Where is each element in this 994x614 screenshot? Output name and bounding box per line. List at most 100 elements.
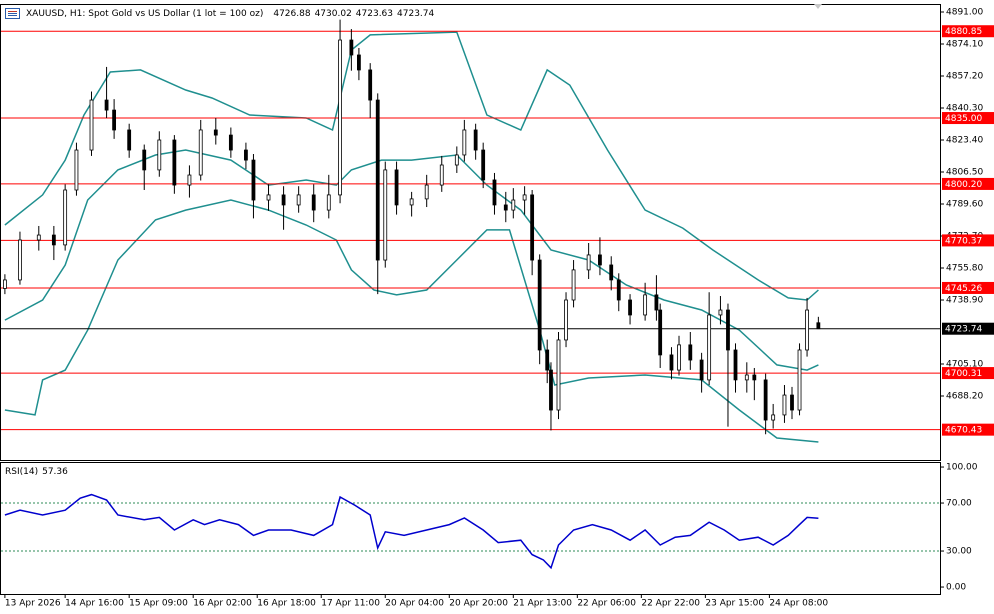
candle-body — [805, 309, 809, 351]
candle-body — [677, 344, 681, 371]
candle-body — [771, 414, 776, 421]
candle-body — [530, 194, 535, 261]
y-tick-label: 4840.30 — [946, 104, 983, 114]
candle-body — [74, 149, 79, 191]
level-label-box — [942, 25, 994, 38]
level-label: 4670.43 — [945, 426, 982, 436]
bollinger-band — [4, 31, 819, 301]
candle-body — [503, 204, 508, 211]
candle-body — [556, 339, 561, 411]
candle-body — [586, 254, 591, 271]
candle-body — [439, 164, 444, 186]
candle-body — [816, 322, 821, 330]
price-pane-frame — [0, 4, 941, 461]
x-tick-label: 17 Apr 11:00 — [321, 599, 380, 609]
candle-body — [251, 159, 256, 201]
candle-body — [473, 129, 478, 151]
candle-body — [545, 349, 550, 371]
candle-body — [752, 374, 757, 381]
level-label: 4835.00 — [945, 114, 982, 124]
y-tick-label: 4857.20 — [946, 72, 983, 82]
level-label-box — [942, 367, 994, 380]
bollinger-band — [4, 199, 819, 443]
candle-body — [454, 154, 459, 166]
candle-body — [598, 254, 602, 266]
candle-body — [375, 99, 380, 261]
level-label: 4880.85 — [945, 27, 982, 37]
candle-body — [296, 194, 301, 206]
candle-body — [266, 194, 271, 201]
y-tick-label: 4891.00 — [946, 8, 983, 18]
candle-body — [424, 184, 429, 200]
x-tick-label: 15 Apr 09:00 — [129, 599, 188, 609]
level-label: 4770.37 — [945, 236, 982, 246]
y-tick-label: 4688.20 — [946, 392, 983, 402]
candle-body — [142, 149, 147, 171]
candle-body — [383, 169, 388, 261]
candle-body — [718, 309, 723, 316]
candle-body — [654, 294, 659, 311]
candle-body — [511, 199, 516, 211]
x-tick-label: 13 Apr 2026 — [5, 599, 61, 609]
x-tick-label: 16 Apr 02:00 — [193, 599, 252, 609]
candle-body — [349, 39, 354, 56]
candle-body — [368, 69, 373, 101]
candle-body — [643, 294, 648, 316]
candle-body — [172, 139, 177, 186]
bollinger-band — [4, 149, 819, 371]
candle-body — [357, 54, 361, 71]
candle-body — [409, 198, 414, 206]
candle-body — [89, 99, 94, 151]
indicator-value: 57.36 — [42, 467, 68, 477]
x-tick-label: 16 Apr 18:00 — [257, 599, 316, 609]
indicator-title: RSI(14) — [5, 467, 38, 477]
last-price-box — [942, 322, 994, 335]
candle-body — [492, 179, 497, 206]
y-tick-label: 4823.40 — [946, 136, 983, 146]
level-label: 4745.26 — [945, 284, 982, 294]
candle-body — [338, 39, 342, 196]
candle-body — [2, 279, 7, 289]
candle-body — [790, 394, 794, 411]
candle-body — [228, 134, 233, 151]
candle-body — [699, 359, 704, 381]
y-tick-label: 4738.90 — [946, 296, 983, 306]
candle-body — [669, 354, 674, 371]
y-tick-label: 0.00 — [946, 583, 966, 593]
candle-body — [658, 309, 663, 356]
y-tick-label: 4789.60 — [946, 200, 983, 210]
chart-title: XAUUSD, H1: Spot Gold vs US Dollar (1 lo… — [26, 9, 263, 19]
candle-body — [326, 194, 331, 211]
candle-body — [571, 269, 576, 301]
x-tick-label: 20 Apr 04:00 — [385, 599, 444, 609]
candle-body — [311, 194, 316, 211]
candle-body — [244, 149, 248, 161]
candle-body — [157, 139, 162, 171]
level-label-box — [942, 423, 994, 436]
y-tick-label: 100.00 — [946, 463, 978, 473]
y-tick-label: 70.00 — [946, 499, 972, 509]
candle-body — [18, 239, 22, 281]
candle-body — [733, 349, 738, 381]
candle-body — [782, 394, 787, 416]
candle-body — [281, 194, 286, 206]
candle-body — [213, 129, 218, 136]
candle-body — [609, 264, 614, 281]
rsi-line — [4, 493, 819, 570]
x-tick-label: 24 Apr 08:00 — [769, 599, 828, 609]
candle-body — [394, 169, 399, 206]
candle-body — [481, 149, 486, 181]
shift-marker — [814, 4, 822, 9]
y-tick-label: 4806.50 — [946, 168, 983, 178]
level-label: 4800.20 — [945, 180, 982, 190]
candle-body — [726, 309, 730, 351]
level-label-box — [942, 234, 994, 247]
candle-body — [707, 314, 712, 381]
candle-body — [564, 299, 568, 341]
x-tick-label: 20 Apr 20:00 — [449, 599, 508, 609]
x-tick-label: 23 Apr 15:00 — [705, 599, 764, 609]
y-tick-label: 4874.10 — [946, 40, 983, 50]
candle-body — [63, 189, 68, 246]
